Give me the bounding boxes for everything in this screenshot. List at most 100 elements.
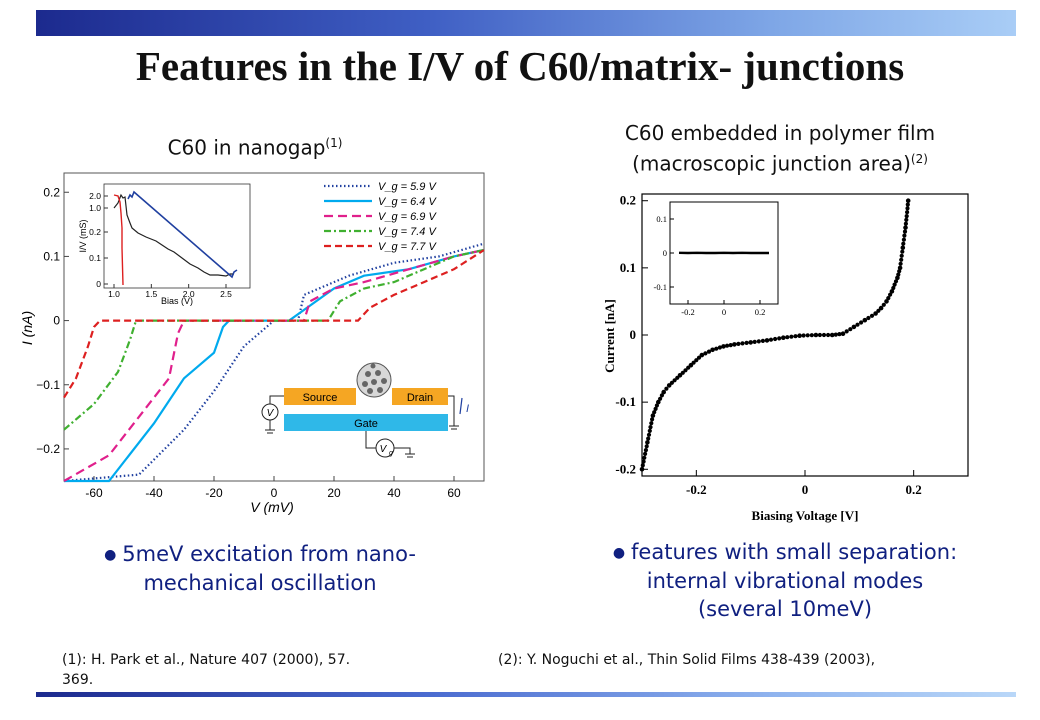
right-data-point [661, 389, 666, 395]
bullet-dot-icon: ● [612, 545, 626, 561]
right-data-point [706, 349, 712, 354]
right-inset: -0.2 0 0.2 0.1 0 -0.1 [654, 201, 779, 317]
right-data-point [901, 237, 906, 242]
right-data-point [756, 339, 761, 344]
right-data-point [901, 241, 906, 246]
right-data-point [881, 302, 886, 307]
right-caption-line2: (macroscopic junction area)(2) [560, 146, 1000, 177]
bullet-dot-icon: ● [104, 547, 117, 563]
left-inset-frame [103, 183, 251, 289]
c60-molecule-icon [356, 362, 392, 398]
left-inset: 1.0 1.5 2.0 2.5 2.0 1.0 0.2 0.1 0 Bias (V) I/V (… [78, 183, 251, 306]
left-inset-ytick-label: 0 [96, 279, 101, 289]
right-data-point [642, 455, 647, 460]
right-data-point [895, 275, 900, 281]
right-bullet: ● features with small separation: interna… [560, 538, 1010, 623]
right-data-point [896, 272, 901, 277]
left-bullet-line1: ● 5meV excitation from nano- [60, 540, 460, 569]
junction-schematic: Source Drain Gate V V g I [261, 362, 469, 458]
right-data-point [760, 338, 765, 343]
right-data-point [869, 313, 875, 318]
right-data-point [683, 368, 688, 373]
left-bullet-line2: mechanical oscillation [143, 571, 377, 595]
right-data-point [680, 370, 685, 375]
gate-electrode [284, 414, 448, 431]
left-ytick-label: 0.1 [43, 249, 60, 263]
right-data-point [710, 347, 715, 353]
reference-2: (2): Y. Noguchi et al., Thin Solid Films… [498, 652, 876, 668]
drain-label: Drain [407, 392, 433, 404]
right-data-point [904, 217, 909, 222]
right-bullet-line2: internal vibrational modes [646, 569, 924, 593]
right-data-point [837, 332, 842, 337]
left-ytick-label: 0 [53, 314, 60, 328]
right-data-point [793, 334, 798, 339]
right-ytick-label: -0.1 [615, 394, 636, 409]
right-data-point [677, 373, 683, 378]
right-ylabel: Current [nA] [602, 299, 617, 373]
right-data-point [829, 332, 835, 338]
right-data-point [897, 265, 903, 271]
left-xtick-label: 20 [327, 486, 341, 500]
left-legend-label: V_g = 6.9 V [378, 211, 437, 223]
right-data-point [699, 352, 705, 358]
right-data-point [905, 202, 910, 207]
right-data-point [732, 342, 737, 347]
right-data-point [639, 467, 645, 472]
left-inset-trace-blue [127, 190, 238, 279]
right-data-point [696, 355, 702, 360]
right-data-point [903, 221, 908, 226]
right-data-point [641, 459, 646, 464]
drain-electrode [392, 388, 448, 405]
left-series-line-5 [63, 249, 485, 399]
right-data-point [650, 413, 656, 418]
right-data-point [905, 210, 910, 215]
right-data-point [866, 315, 871, 321]
right-data-point [888, 292, 893, 297]
left-xtick-label: -40 [145, 486, 163, 500]
right-data-point [666, 383, 672, 388]
reference-1-line1: (1): H. Park et al., Nature 407 (2000), … [62, 652, 351, 668]
right-data-point [694, 358, 699, 363]
right-data-point [821, 332, 827, 338]
right-data-point [643, 448, 648, 453]
right-data-point [648, 425, 653, 430]
right-data-point [899, 257, 904, 262]
left-legend-label: V_g = 7.4 V [378, 226, 437, 238]
right-data-point [899, 253, 904, 258]
right-data-point [656, 399, 661, 405]
current-label: I [466, 403, 469, 415]
right-data-point [672, 378, 677, 383]
right-data-point [654, 403, 659, 408]
left-inset-xtick-label: 2.5 [220, 289, 232, 299]
right-data-point [862, 317, 868, 323]
left-legend: V_g = 5.9 V V_g = 6.4 V V_g = 6.9 V V_g = 7… [324, 181, 437, 253]
left-inset-ytick-label: 0.1 [89, 253, 101, 263]
left-ytick-label: 0.2 [43, 185, 60, 199]
left-iv-figure: -60 -40 -20 0 20 40 60 0.20.10−0.1−0.2 V (mV) … [22, 172, 485, 515]
source-electrode [284, 388, 356, 405]
gate-voltage-sub: g [389, 450, 393, 457]
right-data-point [752, 339, 757, 344]
right-data-point [669, 380, 674, 385]
right-data-point [859, 320, 864, 325]
right-data-point [773, 336, 778, 342]
right-data-point [905, 198, 911, 203]
right-xtick-label: 0.2 [906, 482, 922, 497]
right-data-point [714, 346, 719, 351]
right-bullet-line1-text: features with small separation: [631, 540, 958, 564]
right-data-point [817, 332, 822, 338]
right-data-point [805, 333, 810, 338]
right-data-point [902, 233, 907, 238]
right-data-point [664, 386, 669, 391]
right-data-point [813, 332, 819, 338]
right-bullet-line1: ● features with small separation: [560, 538, 1010, 567]
right-data-point [884, 299, 889, 304]
left-caption-ref: (1) [325, 136, 343, 150]
reference-1: (1): H. Park et al., Nature 407 (2000), … [62, 650, 482, 690]
right-data-point [640, 463, 645, 468]
right-ytick-label: 0.2 [620, 193, 636, 208]
left-bullet: ● 5meV excitation from nano- mechanical o… [60, 540, 460, 597]
right-data-point [721, 344, 726, 349]
right-data-point [886, 296, 891, 301]
